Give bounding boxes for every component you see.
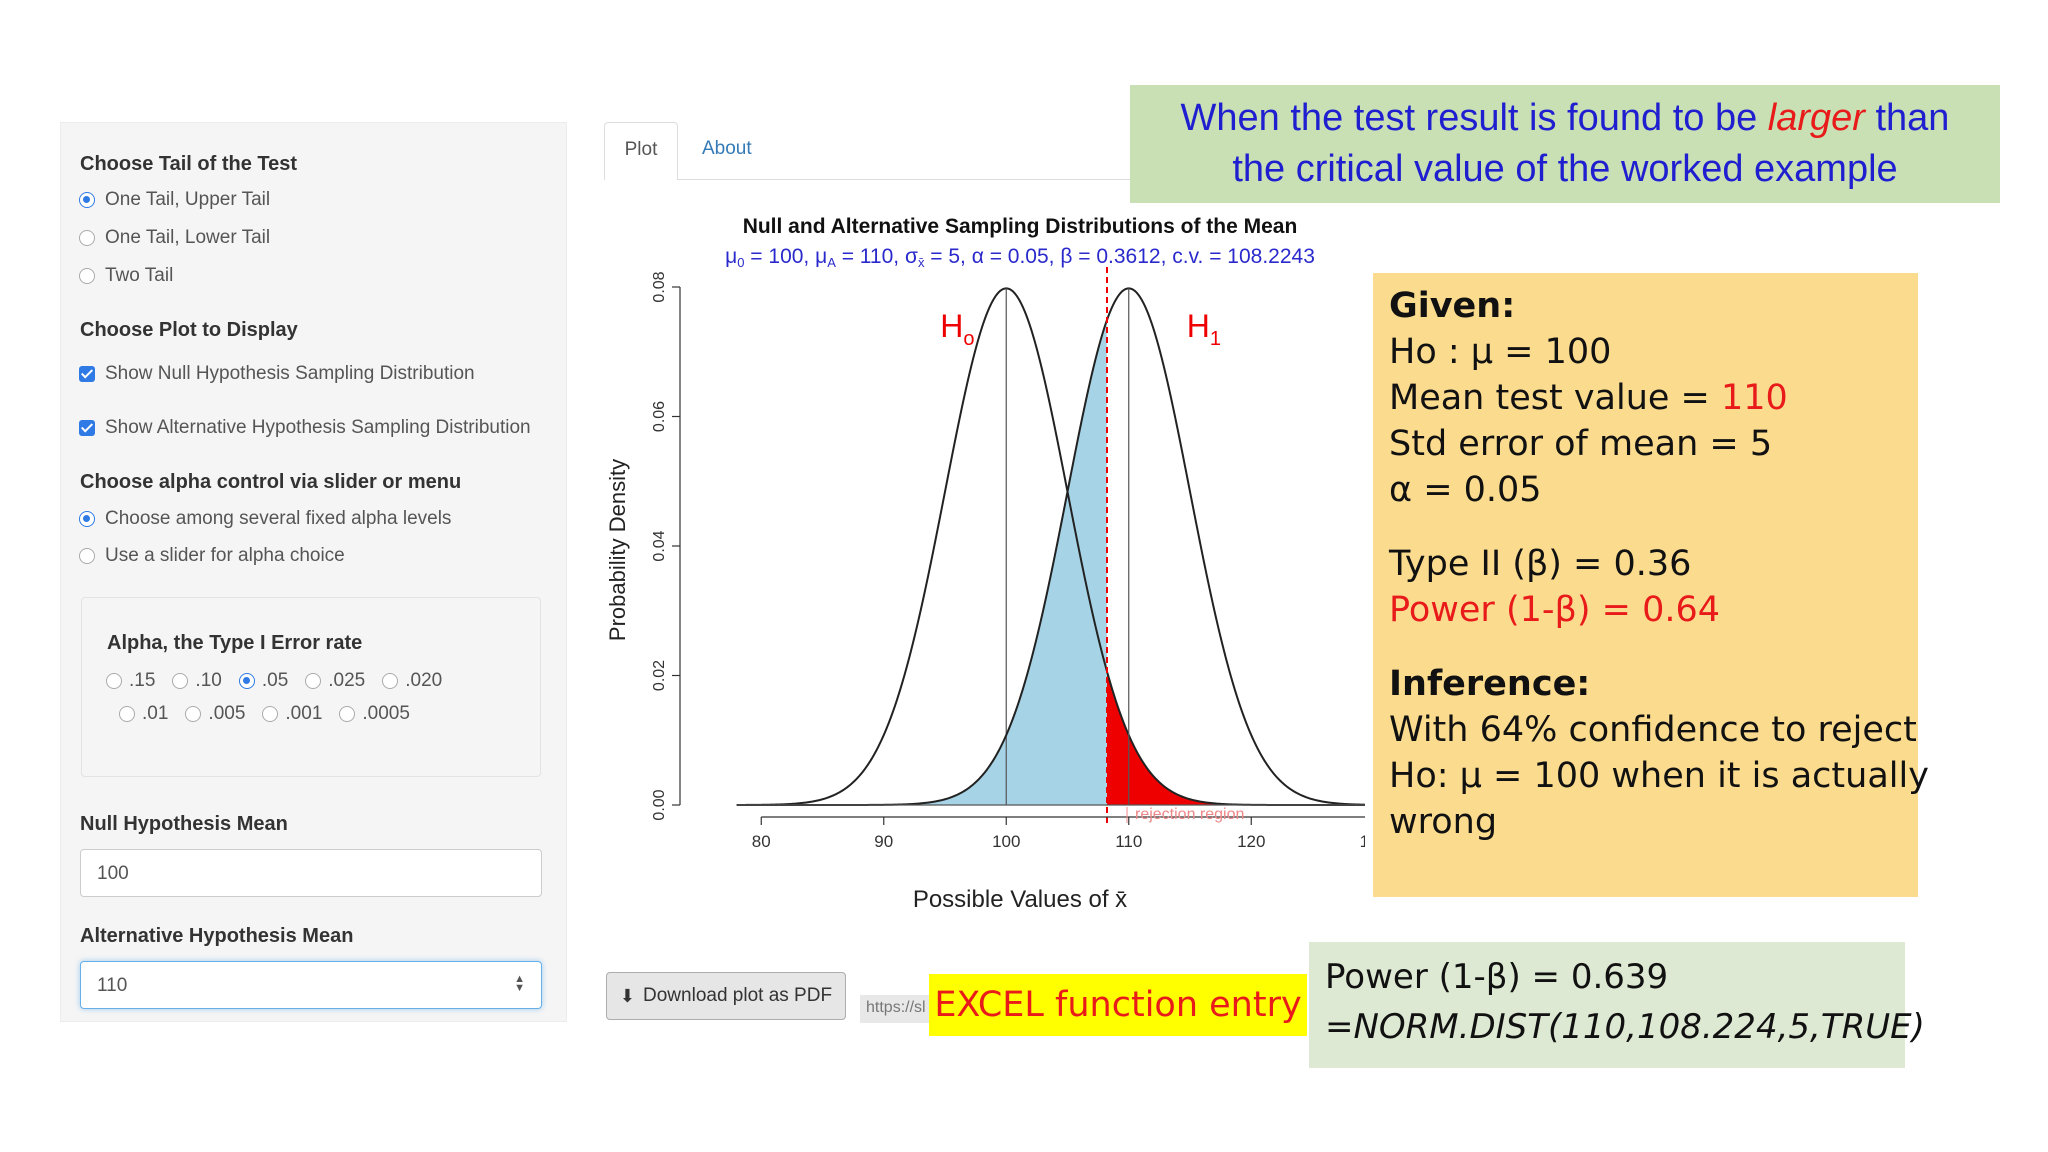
inference-line-1: With 64% confidence to reject [1389, 710, 1917, 750]
given-ho: Ho : μ = 100 [1389, 332, 1612, 372]
y-tick-label: 0.02 [651, 660, 668, 691]
alpha-option[interactable]: .025 [305, 670, 365, 692]
radio-slider-alpha[interactable]: Use a slider for alpha choice [79, 545, 345, 567]
radio-icon[interactable] [79, 268, 95, 284]
given-alpha: α = 0.05 [1389, 470, 1542, 510]
checkbox-alt-dist[interactable]: Show Alternative Hypothesis Sampling Dis… [79, 417, 531, 439]
checkbox-null-dist[interactable]: Show Null Hypothesis Sampling Distributi… [79, 363, 475, 385]
worked-example-title: When the test result is found to be larg… [1130, 85, 2000, 203]
alpha-row-1: .15 .10 .05 .025 .020 [106, 670, 459, 692]
excel-formula: =NORM.DIST(110,108.224,5,TRUE) [1325, 1007, 1925, 1047]
radio-fixed-alpha[interactable]: Choose among several fixed alpha levels [79, 508, 451, 530]
series-label-0: Ho [940, 308, 974, 350]
tail-label: Choose Tail of the Test [80, 153, 298, 175]
plot-label: Choose Plot to Display [80, 319, 298, 341]
tab-about[interactable]: About [702, 138, 752, 159]
inference-line-2: Ho: μ = 100 when it is actually [1389, 756, 1929, 796]
given-mean: Mean test value = 110 [1389, 378, 1788, 418]
series-label-1: H1 [1187, 308, 1221, 350]
url-link[interactable]: https://sl [860, 995, 940, 1023]
alpha-option[interactable]: .020 [382, 670, 442, 692]
alpha-option[interactable]: .0005 [339, 703, 410, 725]
radio-icon[interactable] [119, 706, 135, 722]
alpha-option-selected[interactable]: .05 [238, 670, 288, 692]
x-tick-label: 80 [752, 832, 771, 851]
x-tick-label: 90 [874, 832, 893, 851]
alt-mean-input[interactable]: 110 ▲ ▼ [80, 961, 542, 1009]
excel-label: EXCEL function entry [929, 974, 1307, 1036]
alpha-option[interactable]: .001 [262, 703, 322, 725]
download-pdf-button[interactable]: ⬇ Download plot as PDF [606, 972, 846, 1020]
alpha-label: Alpha, the Type I Error rate [107, 632, 363, 654]
alpha-option[interactable]: .10 [172, 670, 222, 692]
tab-plot[interactable]: Plot [604, 122, 678, 180]
inference-heading: Inference: [1389, 664, 1591, 704]
alt-mean-label: Alternative Hypothesis Mean [80, 925, 354, 947]
alpha-option[interactable]: .005 [185, 703, 245, 725]
radio-lower-tail[interactable]: One Tail, Lower Tail [79, 227, 270, 249]
alpha-option[interactable]: .01 [119, 703, 168, 725]
alpha-option[interactable]: .15 [106, 670, 155, 692]
x-tick-label: 100 [992, 832, 1020, 851]
given-panel: Given: Ho : μ = 100 Mean test value = 11… [1373, 273, 1929, 897]
download-icon: ⬇ [619, 985, 636, 1006]
tab-divider [678, 179, 1138, 180]
radio-icon[interactable] [79, 230, 95, 246]
excel-power: Power (1-β) = 0.639 [1325, 957, 1669, 997]
checkbox-checked-icon[interactable] [79, 420, 95, 436]
given-heading: Given: [1389, 286, 1516, 326]
radio-icon[interactable] [106, 673, 122, 689]
radio-selected-icon[interactable] [79, 192, 95, 208]
null-mean-label: Null Hypothesis Mean [80, 813, 288, 835]
radio-icon[interactable] [382, 673, 399, 689]
alpha-control-label: Choose alpha control via slider or menu [80, 471, 462, 493]
x-axis-label: Possible Values of x̄ [913, 886, 1127, 913]
y-tick-label: 0.06 [651, 401, 668, 432]
y-tick-label: 0.00 [651, 789, 668, 820]
sidebar-panel: Choose Tail of the Test One Tail, Upper … [60, 122, 567, 1022]
inference-line-3: wrong [1389, 802, 1498, 842]
title-line-1: When the test result is found to be larg… [1180, 97, 1950, 139]
radio-selected-icon[interactable] [238, 673, 255, 689]
y-tick-label: 0.04 [651, 530, 668, 561]
given-se: Std error of mean = 5 [1389, 424, 1773, 464]
chart-title: Null and Alternative Sampling Distributi… [743, 215, 1298, 238]
title-line-2: the critical value of the worked example [1232, 148, 1898, 190]
chart-subtitle: μ0 = 100, μA = 110, σx̄ = 5, α = 0.05, β… [725, 245, 1315, 270]
stepper-icon[interactable]: ▲ ▼ [514, 973, 525, 994]
x-tick-label: 130 [1360, 832, 1365, 851]
radio-icon[interactable] [185, 706, 202, 722]
sampling-distribution-chart: 80 90 100 110 120 130 0.00 0.02 0.04 0.06 0.08 Nul… [605, 215, 1365, 913]
radio-selected-icon[interactable] [79, 511, 95, 527]
radio-two-tail[interactable]: Two Tail [79, 265, 173, 287]
given-type2: Type II (β) = 0.36 [1389, 544, 1692, 584]
x-tick-label: 110 [1115, 832, 1142, 851]
x-tick-label: 120 [1237, 832, 1265, 851]
radio-icon[interactable] [262, 706, 279, 722]
checkbox-checked-icon[interactable] [79, 366, 95, 382]
beta-area [749, 320, 1107, 805]
y-tick-label: 0.08 [651, 271, 668, 302]
radio-icon[interactable] [172, 673, 189, 689]
excel-panel: Power (1-β) = 0.639 =NORM.DIST(110,108.2… [1309, 942, 1925, 1068]
alpha-well: Alpha, the Type I Error rate .15 .10 .05… [81, 597, 541, 777]
alpha-row-2: .01 .005 .001 .0005 [119, 703, 427, 725]
given-power: Power (1-β) = 0.64 [1389, 590, 1720, 630]
radio-icon[interactable] [305, 673, 322, 689]
rejection-area [1106, 671, 1365, 805]
radio-icon[interactable] [339, 706, 356, 722]
null-mean-input[interactable]: 100 [80, 849, 542, 897]
rejection-region-label: rejection region [1135, 806, 1244, 823]
radio-upper-tail[interactable]: One Tail, Upper Tail [79, 189, 270, 211]
radio-icon[interactable] [79, 548, 95, 564]
y-axis-label: Probability Density [605, 459, 630, 641]
